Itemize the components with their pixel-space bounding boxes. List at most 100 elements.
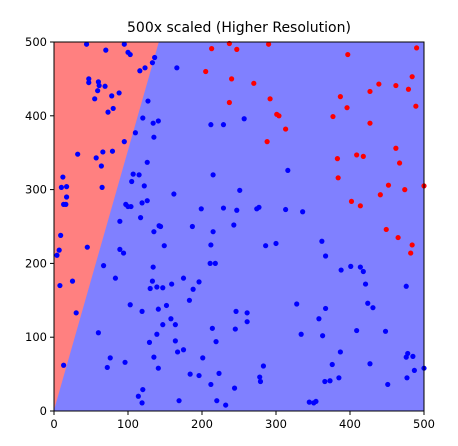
point-blue-2 bbox=[121, 41, 127, 47]
point-red-13 bbox=[264, 139, 270, 145]
point-blue-136 bbox=[168, 316, 174, 322]
point-blue-73 bbox=[285, 167, 291, 174]
point-blue-42 bbox=[208, 122, 214, 128]
point-red-4 bbox=[414, 45, 420, 51]
point-blue-24 bbox=[75, 151, 81, 157]
point-blue-98 bbox=[327, 378, 333, 384]
point-red-26 bbox=[360, 153, 366, 159]
point-blue-161 bbox=[155, 365, 161, 371]
point-blue-162 bbox=[174, 349, 181, 355]
point-blue-121 bbox=[244, 319, 250, 325]
point-blue-163 bbox=[172, 338, 178, 344]
point-blue-18 bbox=[105, 109, 111, 115]
point-red-6 bbox=[229, 76, 235, 82]
point-blue-110 bbox=[257, 374, 263, 380]
point-blue-144 bbox=[112, 275, 119, 281]
point-blue-74 bbox=[283, 206, 289, 213]
point-red-31 bbox=[393, 145, 399, 151]
point-blue-96 bbox=[336, 375, 342, 381]
point-blue-128 bbox=[186, 297, 193, 303]
point-red-25 bbox=[354, 152, 360, 158]
point-blue-6 bbox=[142, 65, 148, 71]
point-blue-23 bbox=[63, 184, 70, 190]
point-red-2 bbox=[234, 46, 240, 52]
point-blue-151 bbox=[54, 252, 60, 258]
point-blue-158 bbox=[104, 364, 110, 371]
point-red-20 bbox=[367, 120, 373, 126]
point-blue-30 bbox=[63, 194, 70, 200]
point-blue-85 bbox=[382, 328, 389, 334]
point-blue-103 bbox=[298, 331, 304, 337]
point-blue-9 bbox=[174, 65, 180, 71]
point-blue-91 bbox=[404, 375, 410, 381]
point-blue-40 bbox=[150, 120, 156, 126]
plot-frame bbox=[53, 41, 425, 412]
point-blue-159 bbox=[122, 359, 128, 365]
point-red-24 bbox=[413, 103, 419, 109]
point-blue-25 bbox=[93, 155, 99, 161]
point-blue-130 bbox=[180, 275, 187, 281]
point-blue-11 bbox=[86, 79, 92, 86]
point-red-33 bbox=[402, 187, 408, 193]
x-tick-label-0: 0 bbox=[50, 417, 57, 431]
point-blue-101 bbox=[316, 316, 322, 322]
point-blue-45 bbox=[210, 172, 216, 178]
point-blue-27 bbox=[109, 148, 116, 154]
point-blue-107 bbox=[306, 399, 312, 405]
point-blue-22 bbox=[60, 174, 66, 180]
point-blue-95 bbox=[337, 349, 343, 355]
point-blue-118 bbox=[209, 325, 215, 331]
point-blue-146 bbox=[117, 246, 123, 252]
point-red-28 bbox=[335, 175, 341, 181]
point-blue-77 bbox=[322, 253, 329, 259]
point-red-8 bbox=[226, 99, 232, 106]
point-blue-37 bbox=[140, 115, 146, 121]
point-blue-104 bbox=[294, 301, 300, 307]
point-blue-94 bbox=[354, 327, 360, 334]
point-blue-89 bbox=[410, 353, 416, 359]
point-blue-157 bbox=[107, 355, 113, 361]
point-blue-21 bbox=[58, 184, 64, 190]
point-red-0 bbox=[209, 46, 215, 52]
point-blue-38 bbox=[151, 134, 157, 140]
point-blue-93 bbox=[367, 361, 373, 367]
point-blue-166 bbox=[187, 371, 193, 377]
point-blue-156 bbox=[95, 330, 101, 336]
point-blue-49 bbox=[129, 178, 135, 185]
point-blue-164 bbox=[180, 347, 187, 353]
point-blue-132 bbox=[160, 285, 166, 291]
point-blue-142 bbox=[147, 285, 153, 292]
point-blue-76 bbox=[319, 238, 325, 244]
point-blue-116 bbox=[200, 355, 206, 361]
point-blue-143 bbox=[127, 302, 133, 308]
point-blue-36 bbox=[132, 130, 138, 136]
point-blue-147 bbox=[120, 250, 127, 256]
point-blue-68 bbox=[231, 222, 237, 228]
point-red-19 bbox=[376, 81, 382, 87]
point-blue-1 bbox=[103, 47, 109, 53]
point-blue-90 bbox=[411, 367, 417, 374]
point-red-21 bbox=[393, 82, 399, 89]
point-blue-114 bbox=[216, 370, 222, 376]
point-red-7 bbox=[251, 80, 257, 86]
point-blue-48 bbox=[136, 172, 142, 178]
point-blue-63 bbox=[189, 223, 195, 230]
point-red-5 bbox=[203, 68, 209, 75]
point-blue-141 bbox=[139, 308, 145, 314]
point-blue-115 bbox=[208, 381, 214, 388]
plot-area bbox=[53, 40, 427, 412]
point-blue-140 bbox=[146, 339, 153, 345]
point-red-9 bbox=[267, 96, 273, 102]
point-blue-78 bbox=[338, 267, 344, 273]
point-blue-139 bbox=[154, 331, 160, 337]
point-blue-5 bbox=[137, 68, 143, 74]
y-tick-label-500: 500 bbox=[25, 35, 47, 49]
point-blue-71 bbox=[263, 243, 269, 249]
x-tick-label-200: 200 bbox=[191, 417, 213, 431]
point-blue-88 bbox=[405, 350, 411, 357]
point-blue-168 bbox=[139, 400, 145, 406]
point-blue-60 bbox=[161, 243, 167, 249]
point-blue-15 bbox=[109, 93, 115, 99]
point-blue-122 bbox=[244, 310, 250, 316]
point-blue-152 bbox=[69, 278, 76, 284]
